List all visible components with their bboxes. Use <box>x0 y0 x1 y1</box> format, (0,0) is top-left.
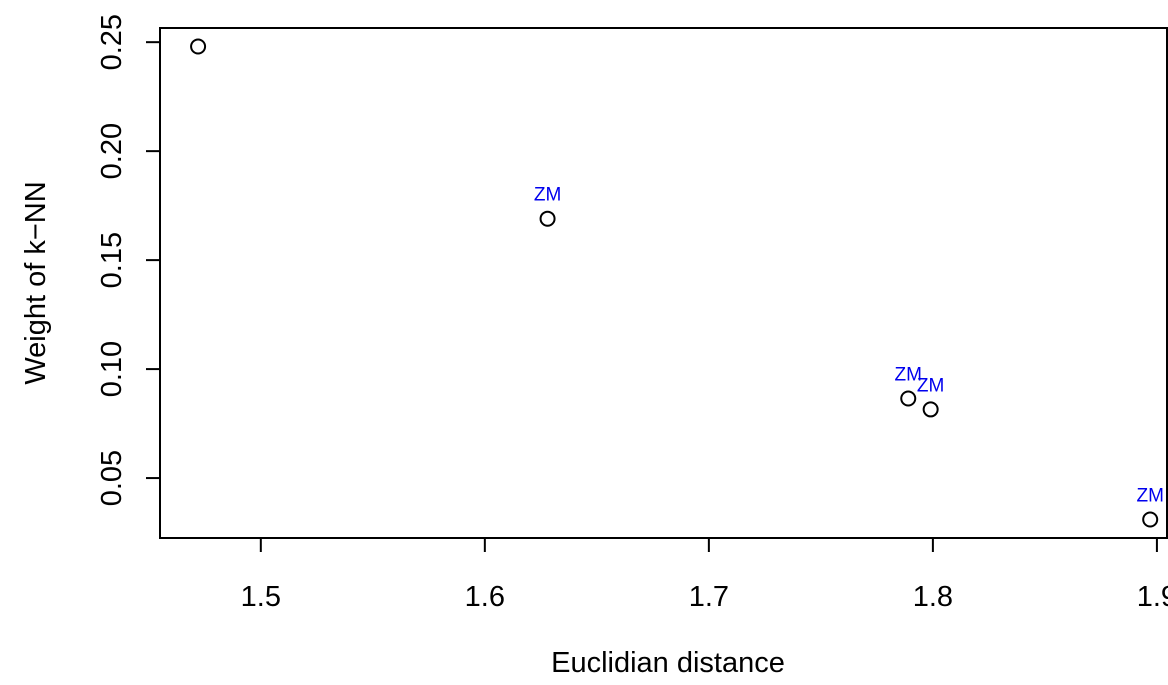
y-axis: 0.05 0.10 0.15 0.20 0.25 <box>96 14 160 506</box>
y-tick-label: 0.25 <box>96 14 128 70</box>
plot-box <box>159 27 1168 539</box>
x-tick-label: 1.5 <box>241 581 281 613</box>
y-tick-label: 0.20 <box>96 123 128 179</box>
y-tick-label: 0.15 <box>96 232 128 288</box>
y-axis-label: Weight of k−NN <box>20 181 52 384</box>
x-tick-label: 1.6 <box>465 581 505 613</box>
point-label: ZM <box>895 365 922 386</box>
x-tick-label: 1.7 <box>689 581 729 613</box>
point-label: ZM <box>917 375 944 396</box>
y-tick-label: 0.10 <box>96 341 128 397</box>
data-point <box>539 210 556 227</box>
point-label: ZM <box>534 185 561 206</box>
data-point <box>190 38 207 55</box>
data-point <box>900 390 917 407</box>
point-label: ZM <box>1136 485 1163 506</box>
x-tick-label: 1.9 <box>1137 581 1168 613</box>
data-point <box>922 401 939 418</box>
data-point <box>1142 511 1159 528</box>
y-tick-label: 0.05 <box>96 450 128 506</box>
x-tick-label: 1.8 <box>913 581 953 613</box>
x-axis-label: Euclidian distance <box>551 647 785 679</box>
x-axis: 1.5 1.6 1.7 1.8 1.9 <box>241 538 1168 613</box>
